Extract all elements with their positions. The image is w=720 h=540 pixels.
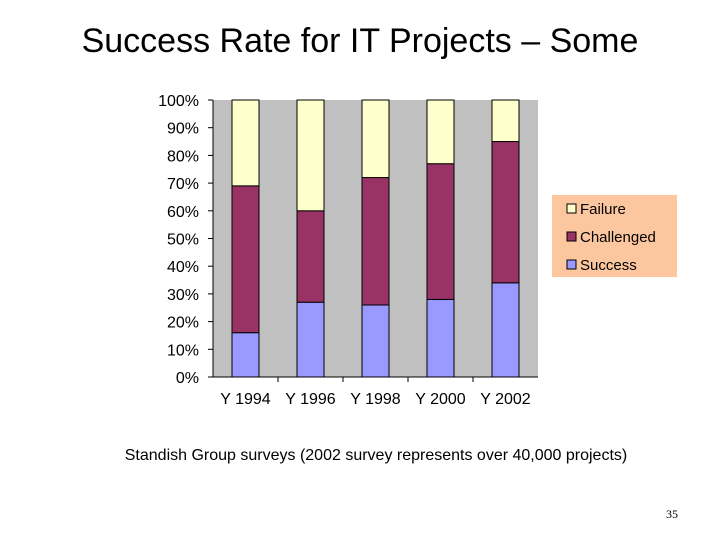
y-tick-label: 100% (158, 93, 199, 110)
legend-label-success: Success (580, 257, 637, 274)
y-tick-label: 40% (167, 259, 199, 276)
bar-failure-y1994 (231, 99, 260, 187)
legend-swatch-challenged (566, 231, 577, 242)
y-tick-label: 30% (167, 287, 199, 304)
legend-swatch-failure (566, 203, 577, 214)
chart-caption: Standish Group surveys (2002 survey repr… (124, 447, 628, 464)
y-tick-label: 20% (167, 315, 199, 332)
page-number: 35 (666, 507, 678, 521)
bar-failure-y2002 (491, 99, 520, 143)
y-tick-label: 80% (167, 148, 199, 165)
legend-label-challenged: Challenged (580, 229, 656, 246)
slide-title: Success Rate for IT Projects – Some (81, 22, 639, 60)
bar-success-y2000 (426, 298, 455, 378)
x-tick-label: Y 1996 (285, 391, 336, 408)
bar-challenged-y2000 (426, 163, 455, 300)
y-tick-label: 70% (167, 176, 199, 193)
y-tick-label: 60% (167, 204, 199, 221)
bar-challenged-y2002 (491, 141, 520, 284)
bar-failure-y1996 (296, 99, 325, 212)
y-tick-label: 10% (167, 342, 199, 359)
stacked-bar-chart: 0% 10% 20% 30% 40% 50% 60% 70% 80% 90% 100% Y 1994 Y… (158, 93, 677, 408)
bar-success-y1996 (296, 301, 325, 378)
y-tick-label: 0% (176, 370, 199, 387)
y-tick-label: 90% (167, 121, 199, 138)
x-tick-label: Y 1994 (220, 391, 271, 408)
bar-success-y2002 (491, 282, 520, 378)
y-tick-label: 50% (167, 232, 199, 249)
bar-challenged-y1994 (231, 185, 260, 334)
bar-success-y1998 (361, 304, 390, 378)
legend-swatch-success (566, 259, 577, 270)
bar-challenged-y1998 (361, 177, 390, 306)
legend-label-failure: Failure (580, 201, 626, 218)
bar-challenged-y1996 (296, 210, 325, 303)
x-tick-label: Y 2000 (415, 391, 466, 408)
x-tick-label: Y 1998 (350, 391, 401, 408)
bar-failure-y2000 (426, 99, 455, 165)
x-tick-label: Y 2002 (480, 391, 531, 408)
bar-success-y1994 (231, 332, 260, 378)
bar-failure-y1998 (361, 99, 390, 179)
